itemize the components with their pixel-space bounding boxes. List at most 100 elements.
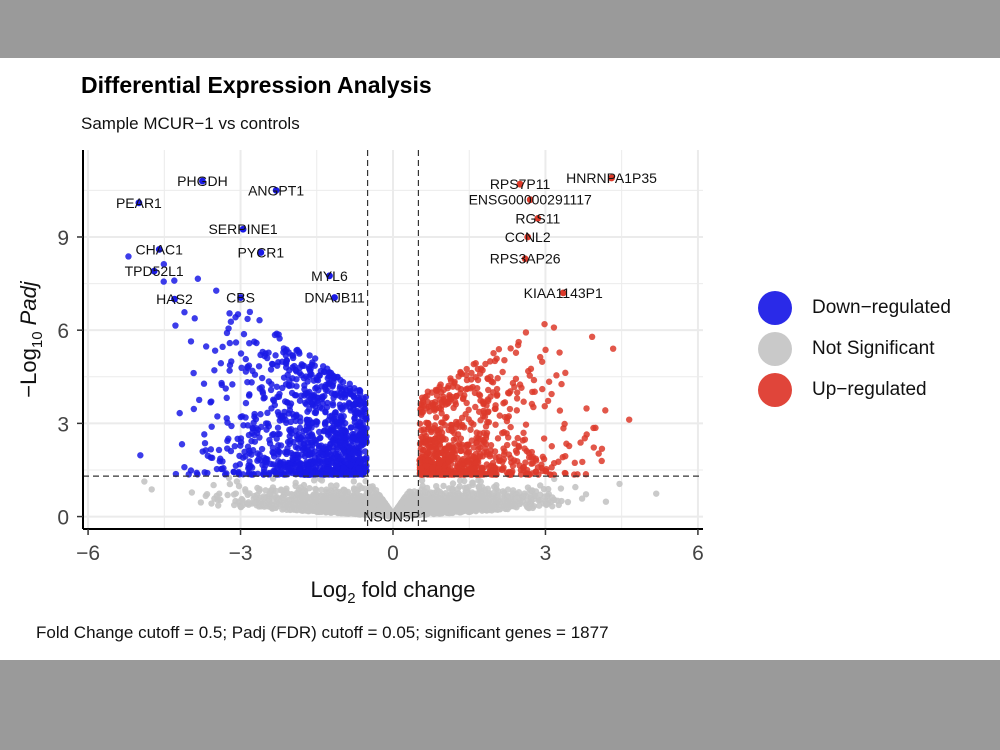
x-tick-label: 6	[692, 542, 704, 565]
gene-point-down	[240, 330, 248, 338]
gene-point-up	[598, 457, 605, 465]
gene-point-ns	[273, 487, 280, 495]
gene-point-down	[267, 386, 275, 394]
gene-point-down	[181, 309, 188, 316]
gene-point-up	[477, 435, 484, 443]
legend: Down−regulated Not Significant Up−regula…	[758, 288, 988, 411]
gene-point-down	[194, 275, 202, 282]
gene-point-down	[314, 377, 322, 384]
gene-point-up	[513, 389, 521, 396]
gene-point-up	[562, 369, 569, 377]
gene-point-down	[256, 317, 263, 324]
gene-point-down	[269, 449, 276, 456]
gene-point-down	[360, 399, 368, 406]
gene-point-down	[350, 401, 358, 409]
gene-point-down	[325, 449, 332, 456]
gene-point-ns	[525, 504, 533, 512]
gene-point-up	[505, 413, 513, 420]
gene-point-up	[528, 454, 535, 461]
gene-point-down	[254, 457, 261, 464]
gene-label: PYCR1	[238, 245, 285, 261]
gene-point-ns	[542, 497, 549, 505]
gene-point-down	[255, 363, 263, 370]
gene-point-down	[330, 375, 337, 382]
gene-point-up	[477, 397, 484, 404]
gene-point-up	[424, 449, 432, 456]
gene-point-down	[319, 400, 326, 407]
gene-point-up	[418, 411, 425, 418]
gene-point-up	[544, 397, 552, 405]
gene-point-up	[423, 419, 430, 426]
gene-point-ns	[449, 480, 457, 487]
gene-point-up	[500, 400, 507, 407]
gene-label: ENSG00000291117	[469, 192, 592, 208]
gene-label: RPS3AP26	[490, 251, 561, 267]
gene-point-up	[534, 464, 542, 471]
gene-point-ns	[301, 492, 308, 499]
gene-point-down	[277, 414, 285, 421]
gene-point-down	[273, 383, 281, 390]
gene-point-up	[448, 454, 455, 461]
gene-point-up	[590, 424, 597, 432]
gene-point-ns	[230, 491, 238, 498]
gene-point-ns	[418, 477, 426, 484]
gene-point-down	[338, 434, 346, 442]
gene-point-down	[202, 447, 209, 454]
gene-point-down	[302, 427, 310, 434]
gene-label: SERPINE1	[208, 221, 277, 237]
gene-point-down	[324, 431, 332, 438]
gene-point-down	[294, 444, 302, 452]
gene-point-up	[506, 405, 514, 413]
gene-point-down	[357, 442, 365, 449]
gene-label: TPD52L1	[125, 263, 184, 279]
legend-label-down: Down−regulated	[812, 297, 951, 318]
gene-point-down	[280, 349, 287, 356]
gene-point-down	[337, 376, 344, 384]
gene-point-down	[137, 452, 144, 459]
gene-point-down	[258, 374, 266, 382]
gene-point-up	[518, 384, 525, 391]
gene-point-ns	[188, 489, 196, 496]
gene-point-up	[505, 468, 513, 476]
gene-point-down	[298, 392, 305, 399]
gene-point-up	[520, 398, 527, 405]
gene-point-down	[250, 419, 257, 427]
gene-point-up	[434, 451, 442, 458]
gene-point-ns	[242, 486, 249, 493]
gene-point-up	[445, 426, 452, 434]
gene-point-ns	[251, 492, 258, 500]
gene-point-up	[561, 469, 569, 477]
gene-point-ns	[519, 493, 526, 500]
gene-point-up	[521, 436, 529, 443]
gene-point-ns	[210, 481, 217, 489]
gene-point-up	[491, 405, 499, 413]
gene-point-up	[447, 377, 455, 384]
gene-point-down	[356, 418, 363, 425]
gene-point-up	[473, 384, 481, 392]
gene-point-ns	[363, 491, 370, 498]
gene-point-down	[304, 433, 312, 440]
gene-point-down	[228, 358, 235, 365]
gene-point-down	[222, 385, 229, 392]
x-tick-label: 3	[540, 542, 552, 565]
gene-point-down	[321, 368, 328, 376]
gene-point-up	[539, 385, 546, 393]
gene-point-down	[176, 409, 183, 417]
gene-point-down	[311, 458, 318, 465]
gene-point-down	[292, 417, 299, 425]
gene-point-ns	[448, 507, 455, 515]
gene-point-ns	[276, 502, 283, 509]
gene-point-down	[295, 348, 303, 355]
gene-point-up	[485, 418, 493, 426]
gene-point-down	[312, 463, 320, 471]
gene-point-down	[340, 464, 348, 472]
gene-point-ns	[557, 485, 565, 492]
gene-point-ns	[440, 499, 448, 506]
gene-point-up	[548, 443, 555, 450]
x-tick-label: 0	[387, 542, 399, 565]
gene-point-down	[223, 329, 231, 337]
gene-point-down	[278, 358, 286, 365]
gene-point-up	[545, 378, 553, 385]
gene-point-up	[588, 333, 596, 341]
gene-point-ns	[499, 488, 507, 495]
